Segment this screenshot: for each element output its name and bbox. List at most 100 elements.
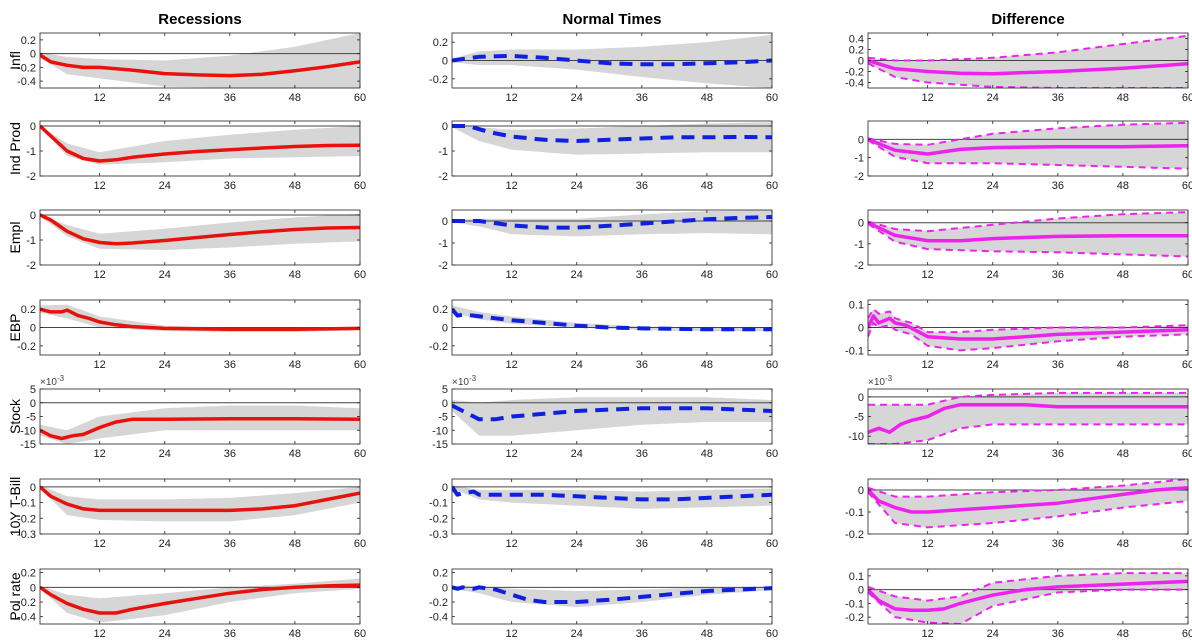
y-tick-label: -2 — [438, 260, 448, 272]
plot-frame — [451, 568, 773, 625]
y-tick-label: 0.4 — [849, 34, 864, 46]
y-tick-label: 0 — [858, 218, 864, 230]
impulse-response-line — [452, 585, 772, 604]
impulse-response-line — [40, 124, 360, 163]
x-tick-label: 24 — [159, 359, 171, 371]
y-tick-label: 0 — [858, 56, 864, 68]
confidence-band — [452, 305, 772, 332]
x-tick-label: 36 — [1052, 538, 1064, 550]
y-tick-label: -0.3 — [429, 529, 448, 541]
y-tick-label: 0.2 — [849, 45, 864, 57]
x-tick-label: 12 — [922, 448, 934, 460]
y-tick-label: -2 — [854, 171, 864, 183]
x-tick-label: 60 — [766, 359, 778, 371]
x-tick-label: 12 — [94, 538, 106, 550]
panel-pol-rate-difference: 12 24 36 48 60 -0.2 -0.10 0.1 — [845, 568, 1192, 640]
impulse-response-line — [40, 485, 360, 513]
x-tick-label: 12 — [94, 92, 106, 104]
plot-frame — [867, 209, 1189, 266]
y-tick-label: -0.1 — [845, 345, 864, 357]
x-tick-label: 24 — [987, 628, 999, 640]
confidence-band — [40, 126, 360, 165]
x-tick-label: 36 — [636, 269, 648, 281]
y-tick-label: 0 — [442, 216, 448, 228]
impulse-response-line — [40, 307, 360, 332]
x-tick-label: 12 — [922, 359, 934, 371]
panel-ebp-normal-times: 12 24 36 48 60 -0.2 0 0.2 — [429, 299, 778, 371]
y-tick-label: 0 — [858, 323, 864, 335]
panel-stock-recessions: 12 24 36 48 60 -15 -10-5 0 5 ×10-3 — [20, 374, 366, 460]
confidence-band — [452, 34, 772, 88]
x-tick-label: 48 — [1117, 359, 1129, 371]
y-tick-label: 0 — [858, 134, 864, 146]
y-tick-label: 0 — [442, 398, 448, 410]
impulse-response-line — [40, 416, 360, 441]
x-tick-label: 48 — [289, 180, 301, 192]
x-tick-label: 36 — [224, 359, 236, 371]
x-tick-label: 60 — [1182, 269, 1192, 281]
impulse-response-line — [40, 583, 360, 615]
x-tick-label: 24 — [159, 448, 171, 460]
x-tick-label: 36 — [636, 628, 648, 640]
x-tick-label: 36 — [1052, 269, 1064, 281]
confidence-band — [452, 210, 772, 237]
x-tick-label: 12 — [506, 538, 518, 550]
y-tick-label: 0 — [30, 49, 36, 61]
x-tick-label: 24 — [159, 92, 171, 104]
y-tick-label: 0 — [30, 323, 36, 335]
y-tick-label: -0.2 — [845, 529, 864, 541]
y-tick-label: -2 — [854, 260, 864, 272]
panel-stock-difference: 12 24 36 48 60 -10 -5 0 ×10-3 — [848, 374, 1192, 460]
y-tick-label: 0.2 — [433, 568, 448, 580]
row-label-pol-rate: Pol rate — [7, 572, 23, 620]
confidence-bound-upper — [868, 121, 1188, 146]
panel-pol-rate-recessions: 12 24 36 48 60 -0.4 -0.2 0 0.2 — [17, 568, 366, 640]
panel-ind-prod-normal-times: 12 24 36 48 60 -2 -1 0 — [438, 120, 778, 192]
confidence-bound-lower — [868, 423, 1188, 444]
plot-frame — [451, 209, 773, 266]
y-tick-label: -5 — [438, 412, 448, 424]
plot-frame — [39, 32, 361, 89]
x-tick-label: 12 — [922, 92, 934, 104]
x-tick-label: 60 — [354, 180, 366, 192]
confidence-bound-upper — [868, 479, 1188, 498]
panel-pol-rate-normal-times: 12 24 36 48 60 -0.4 -0.2 0 0.2 — [429, 568, 778, 640]
confidence-band — [452, 122, 772, 155]
y-tick-label: 0 — [442, 482, 448, 494]
y-tick-label: -0.2 — [845, 612, 864, 624]
x-tick-label: 12 — [506, 269, 518, 281]
x-tick-label: 60 — [354, 628, 366, 640]
x-tick-label: 12 — [922, 180, 934, 192]
x-tick-label: 48 — [1117, 628, 1129, 640]
y-tick-label: -0.2 — [429, 74, 448, 86]
y-tick-label: 0 — [30, 121, 36, 133]
y-tick-label: 0.2 — [21, 304, 36, 316]
impulse-response-line — [868, 221, 1188, 243]
x-tick-label: 36 — [1052, 92, 1064, 104]
panel-ind-prod-difference: 12 24 36 48 60 -2 -1 0 — [854, 120, 1192, 192]
y-tick-label: 0 — [858, 585, 864, 597]
y-tick-label: -1 — [438, 238, 448, 250]
x-tick-label: 60 — [766, 92, 778, 104]
y-tick-label: 0 — [858, 392, 864, 404]
y-tick-label: 0.1 — [849, 571, 864, 583]
y-tick-label: -0.2 — [845, 67, 864, 79]
y-tick-label: -2 — [26, 171, 36, 183]
x-tick-label: 24 — [571, 92, 583, 104]
x-tick-label: 12 — [506, 448, 518, 460]
confidence-band — [40, 213, 360, 250]
panel-infl-normal-times: 12 24 36 48 60 -0.2 0 0.2 — [429, 32, 778, 104]
x-tick-label: 12 — [94, 269, 106, 281]
y-tick-label: -0.1 — [845, 598, 864, 610]
x-tick-label: 60 — [766, 628, 778, 640]
impulse-response-line — [452, 53, 772, 67]
impulse-response-line — [40, 53, 360, 78]
impulse-response-line — [452, 403, 772, 422]
x-tick-label: 36 — [1052, 448, 1064, 460]
panel-empl-difference: 12 24 36 48 60 -2 -1 0 — [854, 209, 1192, 281]
y-tick-label: -10 — [848, 431, 864, 443]
confidence-band — [868, 309, 1188, 351]
x-tick-label: 24 — [571, 448, 583, 460]
x-tick-label: 12 — [922, 269, 934, 281]
